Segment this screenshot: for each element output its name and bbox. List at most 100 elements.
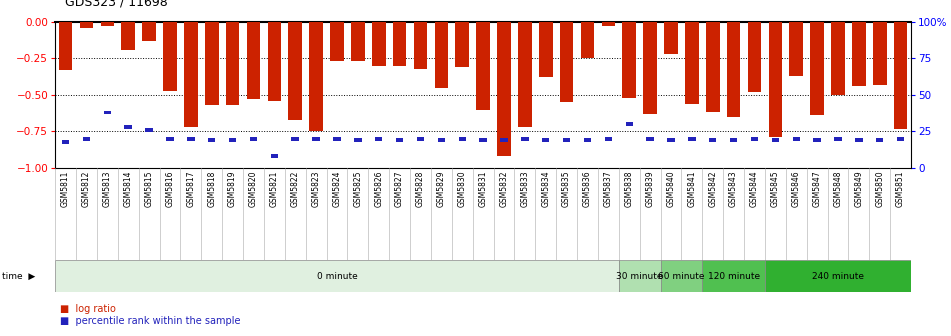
Bar — [479, 138, 487, 142]
Bar — [417, 137, 424, 140]
Bar — [435, 22, 448, 88]
Text: GSM5851: GSM5851 — [896, 171, 905, 207]
Text: GSM5817: GSM5817 — [186, 171, 195, 207]
Bar — [59, 22, 72, 70]
Text: GSM5843: GSM5843 — [729, 171, 738, 207]
Text: GSM5811: GSM5811 — [61, 171, 70, 207]
Text: GSM5847: GSM5847 — [812, 171, 822, 207]
Bar — [518, 22, 532, 127]
Bar — [146, 128, 153, 132]
Text: GSM5813: GSM5813 — [103, 171, 112, 207]
Text: GSM5814: GSM5814 — [124, 171, 133, 207]
Bar — [292, 137, 299, 140]
Bar — [647, 137, 654, 140]
Bar — [810, 22, 824, 115]
Bar — [689, 137, 695, 140]
Bar — [372, 22, 385, 66]
Bar — [560, 22, 573, 102]
Bar — [605, 137, 612, 140]
Bar — [664, 22, 678, 54]
Bar — [668, 138, 674, 142]
Text: GSM5833: GSM5833 — [520, 171, 530, 207]
Bar — [855, 138, 863, 142]
Text: GSM5842: GSM5842 — [708, 171, 717, 207]
Bar — [852, 22, 865, 86]
Text: GSM5823: GSM5823 — [312, 171, 320, 207]
Bar — [873, 22, 886, 85]
Text: 30 minute: 30 minute — [616, 272, 663, 281]
Bar — [768, 22, 782, 137]
Bar — [122, 22, 135, 50]
Bar — [187, 137, 195, 140]
Text: GSM5838: GSM5838 — [625, 171, 633, 207]
Bar — [414, 22, 427, 69]
Bar — [80, 22, 93, 28]
Bar — [897, 137, 904, 140]
Bar — [500, 138, 508, 142]
Bar — [623, 22, 636, 98]
Text: GSM5829: GSM5829 — [437, 171, 446, 207]
Bar — [437, 138, 445, 142]
Bar — [789, 22, 803, 76]
Bar — [271, 155, 278, 158]
Text: GSM5844: GSM5844 — [750, 171, 759, 207]
Bar — [563, 138, 571, 142]
Text: GSM5839: GSM5839 — [646, 171, 654, 207]
Text: GSM5835: GSM5835 — [562, 171, 572, 207]
Text: 240 minute: 240 minute — [812, 272, 864, 281]
Text: GSM5848: GSM5848 — [833, 171, 843, 207]
Bar — [765, 260, 911, 292]
Text: GSM5841: GSM5841 — [688, 171, 696, 207]
Text: 60 minute: 60 minute — [658, 272, 705, 281]
Bar — [312, 137, 320, 140]
Text: GSM5818: GSM5818 — [207, 171, 216, 207]
Text: GSM5834: GSM5834 — [541, 171, 551, 207]
Bar — [330, 22, 343, 61]
Bar — [747, 22, 761, 92]
Bar — [581, 22, 594, 58]
Text: GSM5845: GSM5845 — [771, 171, 780, 207]
Bar — [702, 260, 765, 292]
Bar — [246, 22, 261, 99]
Bar — [83, 137, 90, 140]
Bar — [619, 260, 661, 292]
Bar — [143, 22, 156, 41]
Text: GSM5849: GSM5849 — [854, 171, 864, 207]
Bar — [539, 22, 553, 77]
Bar — [267, 22, 281, 101]
Bar — [813, 138, 821, 142]
Bar — [497, 22, 511, 156]
Bar — [521, 137, 529, 140]
Bar — [333, 137, 340, 140]
Bar — [166, 137, 174, 140]
Text: GSM5832: GSM5832 — [499, 171, 509, 207]
Text: GSM5824: GSM5824 — [333, 171, 341, 207]
Text: GSM5825: GSM5825 — [354, 171, 362, 207]
Bar — [393, 22, 406, 66]
Bar — [771, 138, 779, 142]
Bar — [792, 137, 800, 140]
Bar — [476, 22, 490, 110]
Text: GSM5816: GSM5816 — [165, 171, 174, 207]
Bar — [894, 22, 907, 129]
Bar — [876, 138, 883, 142]
Bar — [750, 137, 758, 140]
Bar — [706, 22, 720, 113]
Bar — [309, 22, 323, 131]
Bar — [184, 22, 198, 127]
Text: GSM5830: GSM5830 — [457, 171, 467, 207]
Text: 120 minute: 120 minute — [708, 272, 760, 281]
Text: GSM5846: GSM5846 — [792, 171, 801, 207]
Bar — [204, 22, 219, 105]
Text: GSM5831: GSM5831 — [478, 171, 488, 207]
Bar — [104, 111, 111, 114]
Bar — [542, 138, 550, 142]
Bar — [602, 22, 615, 26]
Bar — [729, 138, 737, 142]
Bar — [250, 137, 257, 140]
Text: GSM5850: GSM5850 — [875, 171, 884, 207]
Bar — [229, 138, 237, 142]
Bar — [626, 122, 633, 126]
Text: time  ▶: time ▶ — [2, 272, 35, 281]
Text: GSM5821: GSM5821 — [270, 171, 279, 207]
